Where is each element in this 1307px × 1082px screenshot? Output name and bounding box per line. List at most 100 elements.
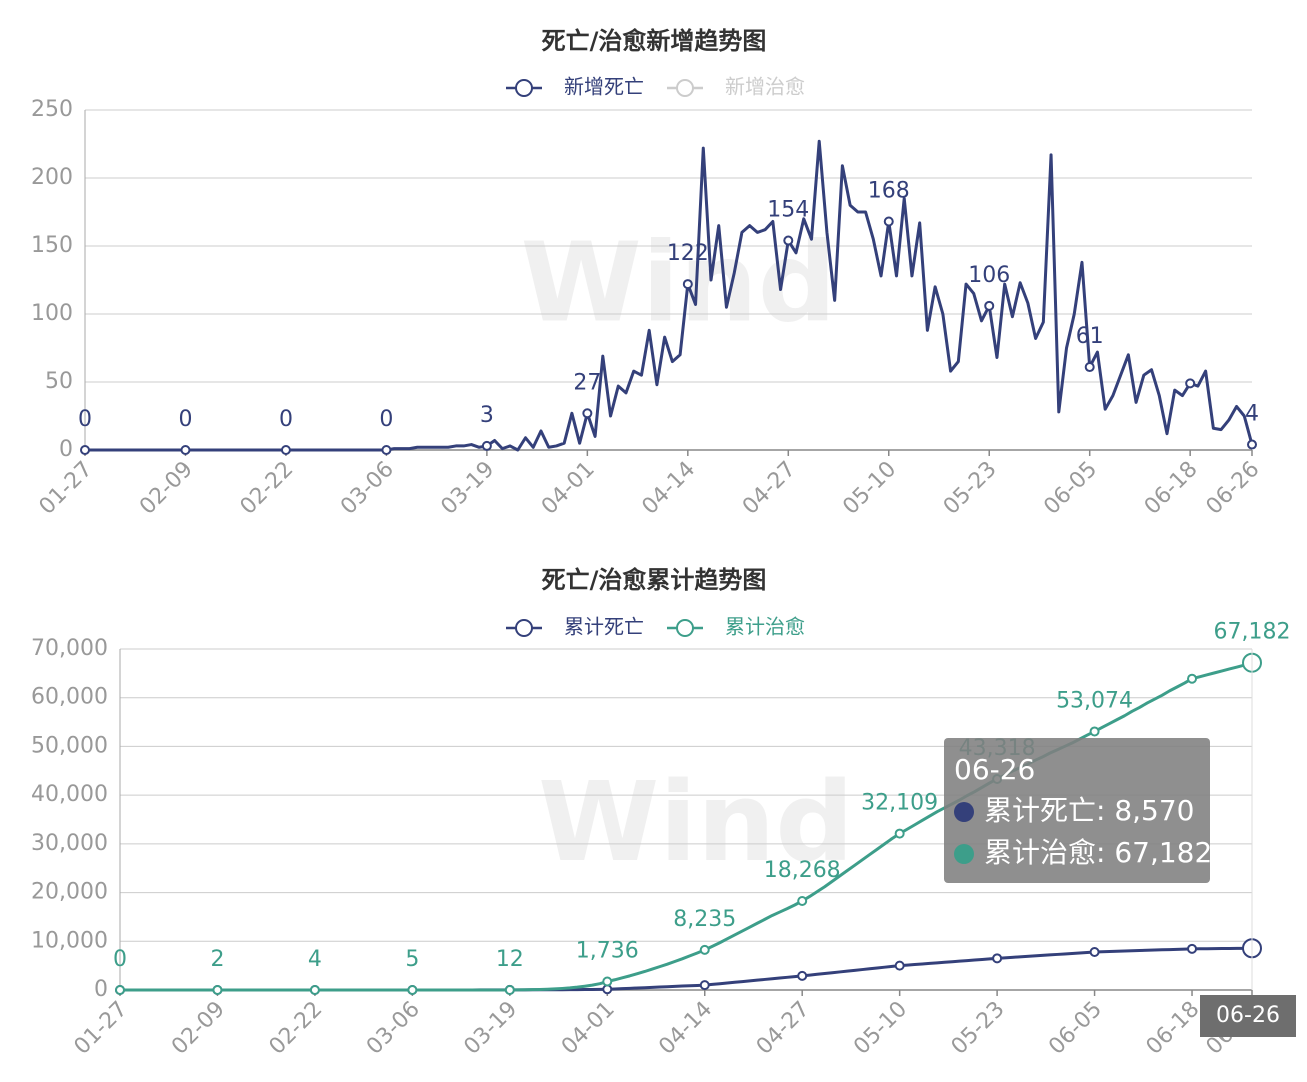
data-label: 53,074 — [1056, 688, 1133, 713]
tooltip: 06-26 累计死亡: 8,570 累计治愈: 67,182 — [944, 738, 1212, 883]
data-label: 8,235 — [673, 907, 736, 932]
x-tick-label: 02-22 — [236, 457, 299, 520]
data-label: 67,182 — [1214, 620, 1291, 645]
data-label: 4 — [308, 947, 322, 972]
x-tick-label: 05-23 — [947, 997, 1010, 1060]
data-label: 1,736 — [576, 939, 639, 964]
point — [883, 216, 894, 227]
chart-title: 死亡/治愈累计趋势图 — [542, 566, 767, 594]
legend-item[interactable]: 新增治愈 — [667, 75, 805, 99]
legend-item[interactable]: 累计死亡 — [506, 615, 644, 639]
legend-label: 累计治愈 — [725, 615, 805, 639]
data-label: 27 — [573, 370, 601, 395]
y-tick-label: 50 — [45, 369, 73, 394]
x-tick-label: 04-27 — [738, 457, 801, 520]
point — [504, 984, 515, 995]
data-label: 2 — [210, 947, 224, 972]
point — [1247, 439, 1257, 450]
data-label: 0 — [113, 947, 127, 972]
legend-label: 新增治愈 — [725, 75, 805, 99]
point — [602, 976, 613, 987]
x-tick-label: 02-09 — [135, 457, 198, 520]
x-tick-label: 02-09 — [167, 997, 230, 1060]
legend-label: 新增死亡 — [564, 75, 644, 99]
data-label: 61 — [1076, 324, 1104, 349]
data-label: 0 — [178, 407, 192, 432]
x-tick-label: 03-19 — [436, 457, 499, 520]
data-label: 106 — [968, 263, 1010, 288]
legend-symbol — [676, 79, 694, 97]
x-tick-label: 04-01 — [557, 997, 620, 1060]
series-line — [85, 139, 1254, 452]
data-label: 3 — [480, 403, 494, 428]
data-label: 12 — [496, 947, 524, 972]
data-label: 32,109 — [861, 791, 938, 816]
x-tick-label: 03-06 — [362, 997, 425, 1060]
x-tick-label: 04-27 — [752, 997, 815, 1060]
x-tick-label: 03-19 — [459, 997, 522, 1060]
x-tick-label: 06-05 — [1044, 997, 1107, 1060]
x-tick-label: 04-14 — [654, 997, 717, 1060]
y-tick-label: 30,000 — [31, 831, 108, 856]
tooltip-dot — [954, 802, 974, 822]
watermark: Wind — [538, 758, 854, 886]
y-tick-label: 150 — [31, 233, 73, 258]
point — [280, 445, 291, 455]
point — [381, 445, 392, 455]
y-tick-label: 60,000 — [31, 685, 108, 710]
x-tick-label: 03-06 — [336, 457, 399, 520]
point — [682, 279, 693, 290]
point — [894, 828, 905, 839]
point — [1084, 362, 1095, 373]
y-tick-label: 0 — [94, 977, 108, 1002]
x-tick-label: 04-14 — [637, 457, 700, 520]
legend-symbol — [515, 619, 533, 637]
point — [1187, 673, 1198, 684]
data-label: 168 — [868, 179, 910, 204]
x-tick-label: 01-27 — [70, 997, 133, 1060]
x-tick-label: 02-22 — [265, 997, 328, 1060]
legend-item[interactable]: 累计治愈 — [667, 615, 805, 639]
x-tick-label: 06-18 — [1142, 997, 1205, 1060]
point — [1185, 378, 1196, 389]
point — [180, 445, 191, 455]
x-tick-label: 05-23 — [939, 457, 1002, 520]
data-label: 0 — [279, 407, 293, 432]
chart-title: 死亡/治愈新增趋势图 — [542, 27, 767, 55]
data-label: 0 — [78, 407, 92, 432]
series-line — [120, 946, 1253, 992]
y-tick-label: 0 — [59, 437, 73, 462]
x-tick-label: 01-27 — [35, 457, 98, 520]
point — [984, 300, 995, 311]
tooltip-title: 06-26 — [954, 753, 1035, 786]
legend-label: 累计死亡 — [564, 615, 644, 639]
data-label: 122 — [667, 241, 709, 266]
point — [797, 970, 808, 981]
point — [1089, 726, 1100, 737]
x-tick-label: 05-10 — [838, 457, 901, 520]
data-label: 5 — [405, 947, 419, 972]
x-tick-label: 05-10 — [849, 997, 912, 1060]
point — [992, 953, 1003, 964]
axis-pointer-label: 06-26 — [1216, 1003, 1280, 1028]
y-tick-label: 100 — [31, 301, 73, 326]
point — [309, 984, 320, 995]
data-label: 18,268 — [764, 858, 841, 883]
point — [783, 235, 794, 246]
point — [212, 984, 223, 995]
legend-item[interactable]: 新增死亡 — [506, 75, 644, 99]
data-label: 4 — [1245, 402, 1259, 427]
x-tick-label: 06-26 — [1202, 457, 1265, 520]
y-tick-label: 50,000 — [31, 733, 108, 758]
point — [699, 944, 710, 955]
y-tick-label: 200 — [31, 165, 73, 190]
point — [80, 445, 90, 455]
y-tick-label: 250 — [31, 97, 73, 122]
point — [894, 960, 905, 971]
point — [582, 408, 593, 419]
point — [481, 440, 492, 451]
y-tick-label: 20,000 — [31, 880, 108, 905]
tooltip-item: 累计死亡: 8,570 — [984, 794, 1195, 827]
point — [1187, 943, 1198, 954]
